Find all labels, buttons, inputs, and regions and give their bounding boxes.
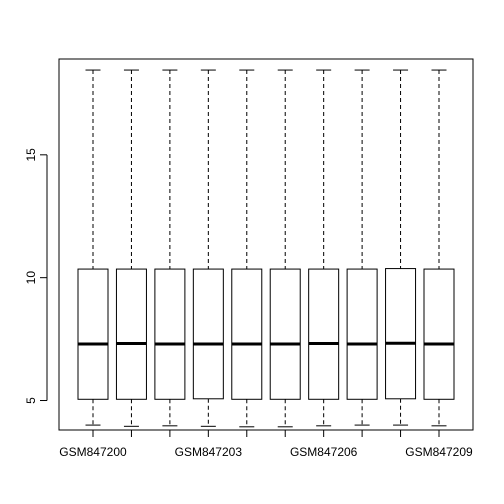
- box-gsm847200: [77, 69, 109, 426]
- y-tick-label: 10: [24, 271, 38, 285]
- y-axis-ticks: 5 10 15: [24, 148, 47, 404]
- box-body: [269, 268, 301, 400]
- box-body: [308, 268, 340, 400]
- box-gsm847203: [192, 69, 224, 427]
- box-body: [115, 268, 147, 400]
- box-gsm847209: [423, 69, 455, 427]
- box-gsm847204: [231, 69, 263, 428]
- y-tick-label: 15: [24, 148, 38, 162]
- y-tick-label: 5: [24, 397, 38, 404]
- box-gsm847206: [308, 69, 340, 427]
- box-body: [346, 268, 378, 400]
- box-gsm847202: [154, 69, 186, 427]
- box-body: [385, 268, 417, 400]
- box-series: [77, 69, 455, 428]
- box-body: [192, 268, 224, 400]
- box-body: [154, 268, 186, 400]
- box-gsm847201: [115, 69, 147, 427]
- x-tick-label: GSM847206: [290, 445, 358, 459]
- box-body: [231, 268, 263, 400]
- x-tick-label: GSM847200: [59, 445, 127, 459]
- x-axis-ticks: GSM847200 GSM847203 GSM847206 GSM847209: [59, 430, 473, 459]
- box-body: [77, 268, 109, 400]
- box-gsm847207: [346, 69, 378, 426]
- x-tick-label: GSM847209: [405, 445, 473, 459]
- box-gsm847208: [385, 69, 417, 426]
- x-tick-label: GSM847203: [175, 445, 243, 459]
- box-body: [423, 268, 455, 400]
- box-gsm847205: [269, 69, 301, 428]
